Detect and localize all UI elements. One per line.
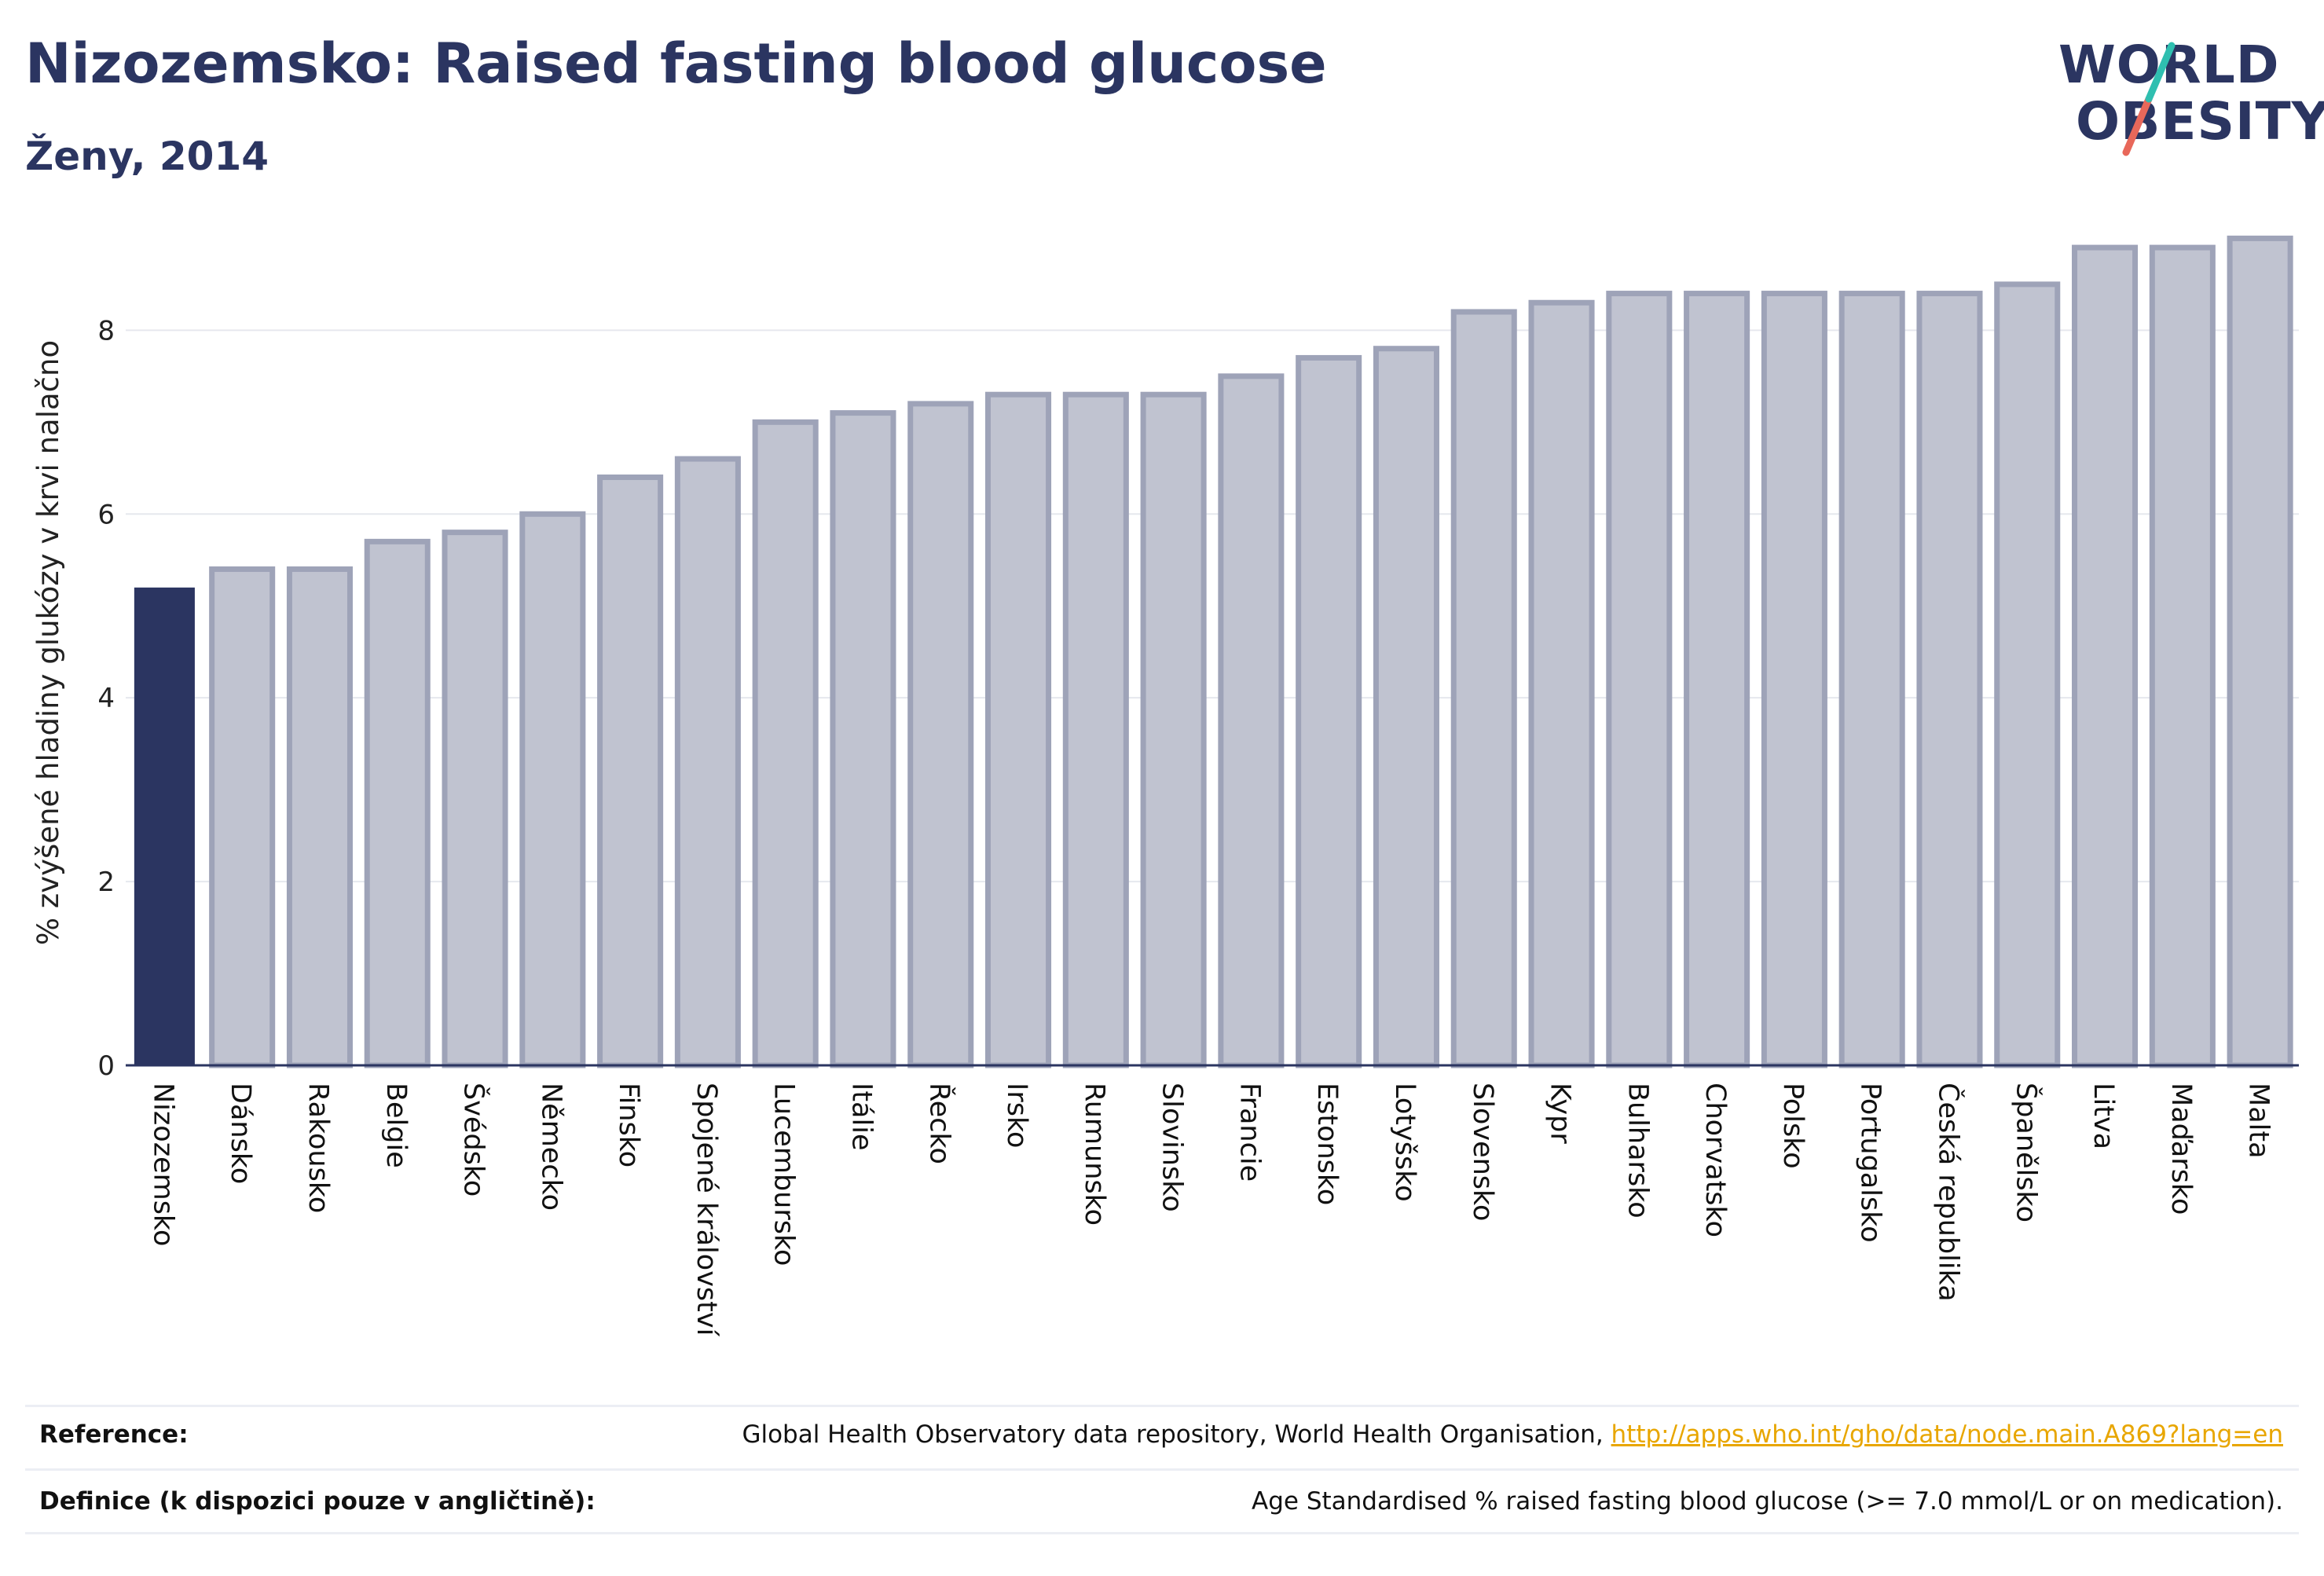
reference-row: Reference: Global Health Observatory dat… (25, 1420, 2299, 1460)
bar (830, 410, 896, 1068)
chart-title: Nizozemsko: Raised fasting blood glucose (25, 31, 1327, 96)
x-tick-label: Maďarsko (2165, 1083, 2197, 1215)
x-tick-label: Rumunsko (1079, 1083, 1110, 1226)
bar (134, 587, 195, 1065)
bar (286, 566, 353, 1068)
y-tick-label: 4 (97, 683, 115, 714)
x-tick-label: Švédsko (458, 1083, 491, 1197)
bar (2227, 235, 2293, 1068)
bar (1296, 354, 1362, 1068)
x-tick-label: Polsko (1777, 1083, 1809, 1169)
footer-divider-middle (25, 1468, 2299, 1471)
x-tick-label: Rakousko (302, 1083, 334, 1213)
x-tick-label: Finsko (613, 1083, 644, 1167)
reference-text: Global Health Observatory data repositor… (742, 1420, 1611, 1449)
y-tick-label: 8 (97, 315, 115, 346)
bar (1140, 391, 1207, 1068)
y-axis-label: % zvýšené hladiny glukózy v krvi nalačno (31, 340, 65, 945)
bar (1062, 391, 1129, 1068)
bar (1684, 291, 1750, 1068)
chart-subtitle: Ženy, 2014 (25, 134, 269, 179)
bar (1838, 291, 1905, 1068)
reference-label: Reference: (39, 1420, 189, 1449)
footer-divider-top (25, 1405, 2299, 1407)
bar (2149, 244, 2216, 1068)
reference-value: Global Health Observatory data repositor… (742, 1420, 2283, 1449)
x-tick-label: Slovensko (1467, 1083, 1498, 1221)
x-tick-label: Česká republika (1932, 1083, 1965, 1302)
bar (209, 566, 276, 1068)
bar (1916, 291, 1983, 1068)
x-tick-label: Nizozemsko (147, 1083, 178, 1246)
footer-divider-bottom (25, 1532, 2299, 1534)
x-tick-label: Španělsko (2010, 1083, 2043, 1222)
bar (1761, 291, 1827, 1068)
bar (1373, 346, 1439, 1068)
bar (1450, 309, 1517, 1068)
x-tick-label: Francie (1233, 1083, 1265, 1182)
x-tick-label: Itálie (845, 1083, 877, 1150)
bar (2072, 244, 2139, 1068)
x-tick-label: Kypr (1545, 1083, 1576, 1144)
x-tick-label: Estonsko (1311, 1083, 1343, 1205)
x-tick-label: Portugalsko (1855, 1083, 1886, 1243)
definition-row: Definice (k dispozici pouze v angličtině… (25, 1487, 2299, 1527)
x-tick-label: Malta (2243, 1083, 2275, 1159)
logo-word-obesity: OBESITY (2076, 91, 2324, 152)
bar (907, 401, 974, 1068)
world-obesity-logo: WORLD OBESITY (2043, 35, 2324, 168)
bar (752, 419, 819, 1068)
bar (597, 474, 664, 1068)
bar-chart: 0 2 4 6 8 % zvýšené hladiny glukózy v krvi na… (31, 235, 2299, 1337)
bar (1994, 281, 2061, 1068)
x-tick-label: Spojené království (691, 1083, 722, 1337)
y-tick-label: 2 (97, 867, 115, 898)
x-tick-label: Chorvatsko (1699, 1083, 1731, 1237)
x-tick-label: Lotyšsko (1389, 1083, 1420, 1202)
bar (674, 456, 741, 1068)
definition-value: Age Standardised % raised fasting blood … (1252, 1487, 2283, 1516)
bar (1606, 291, 1673, 1068)
x-tick-label: Litva (2088, 1083, 2119, 1149)
y-tick-label: 6 (97, 499, 115, 530)
bar (1528, 299, 1595, 1068)
bar (985, 391, 1052, 1068)
x-tick-label: Řecko (923, 1083, 956, 1164)
x-tick-label: Belgie (380, 1083, 412, 1168)
reference-link[interactable]: http://apps.who.int/gho/data/node.main.A… (1611, 1420, 2283, 1449)
logo-slash-icon (2122, 42, 2176, 156)
definition-label: Definice (k dispozici pouze v angličtině… (39, 1487, 596, 1516)
x-tick-label: Lucembursko (768, 1083, 800, 1266)
bar (519, 511, 586, 1068)
x-tick-label: Slovinsko (1157, 1083, 1188, 1212)
y-tick-label: 0 (97, 1050, 115, 1082)
x-tick-label: Bulharsko (1622, 1083, 1653, 1219)
x-tick-label: Irsko (1001, 1083, 1032, 1148)
bar (442, 530, 508, 1068)
bar (364, 538, 431, 1068)
bar (1218, 373, 1285, 1068)
x-tick-label: Dánsko (225, 1083, 256, 1184)
x-tick-label: Německo (535, 1083, 566, 1211)
